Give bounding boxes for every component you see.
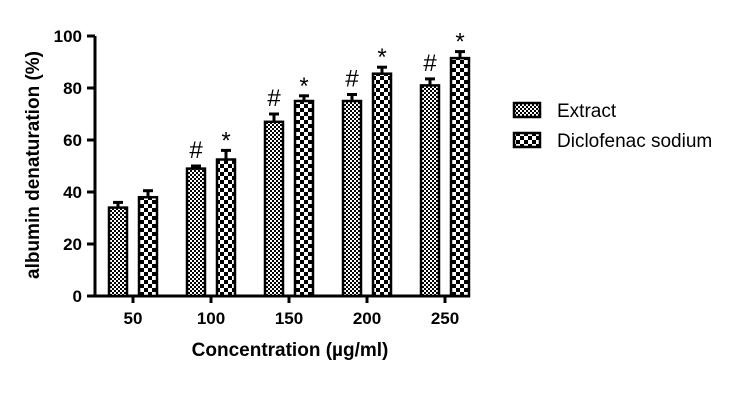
y-tick-label: 20 — [63, 235, 82, 254]
legend-label-extract: Extract — [557, 101, 617, 122]
x-ticks: 50 100 150 200 250 — [124, 296, 459, 328]
legend: Extract Diclofenac sodium — [512, 101, 712, 152]
x-tick-label: 200 — [353, 309, 381, 328]
significance-mark: * — [299, 73, 308, 100]
bar-diclofenac-100 — [215, 158, 237, 298]
bar-diclofenac-50 — [137, 195, 159, 298]
bar-diclofenac-250 — [449, 56, 471, 298]
legend-swatch-extract — [512, 101, 542, 119]
bar-extract-100 — [185, 167, 207, 298]
x-tick-label: 150 — [275, 309, 303, 328]
bar-extract-200 — [341, 99, 363, 298]
bar-extract-150 — [263, 120, 285, 298]
y-axis: 0 20 40 60 80 100 — [54, 27, 97, 306]
significance-mark: * — [455, 29, 464, 56]
bar-diclofenac-200 — [371, 72, 393, 298]
x-tick-label: 250 — [431, 309, 459, 328]
significance-mark: # — [423, 50, 437, 77]
legend-label-diclofenac: Diclofenac sodium — [557, 131, 712, 152]
bar-extract-50 — [107, 206, 129, 298]
y-ticks: 0 20 40 60 80 100 — [54, 27, 95, 306]
legend-swatch-diclofenac — [512, 131, 542, 149]
bar-diclofenac-150 — [293, 99, 315, 298]
y-tick-label: 60 — [63, 131, 82, 150]
significance-mark: * — [221, 127, 230, 154]
x-tick-label: 50 — [124, 309, 143, 328]
y-tick-label: 100 — [54, 27, 82, 46]
y-tick-label: 0 — [73, 287, 82, 306]
bars — [107, 56, 471, 298]
x-axis-title: Concentration (µg/ml) — [192, 340, 389, 361]
significance-mark: # — [267, 85, 281, 112]
significance-mark: # — [189, 137, 203, 164]
x-axis: 50 100 150 200 250 — [94, 294, 470, 328]
bar-extract-250 — [419, 84, 441, 298]
significance-mark: * — [377, 44, 386, 71]
y-tick-label: 40 — [63, 183, 82, 202]
x-tick-label: 100 — [197, 309, 225, 328]
y-axis-title: albumin denaturation (%) — [23, 51, 44, 279]
significance-annotations: # * # * # * # * — [189, 29, 464, 164]
significance-mark: # — [345, 66, 359, 93]
y-tick-label: 80 — [63, 79, 82, 98]
error-bars — [113, 50, 465, 208]
